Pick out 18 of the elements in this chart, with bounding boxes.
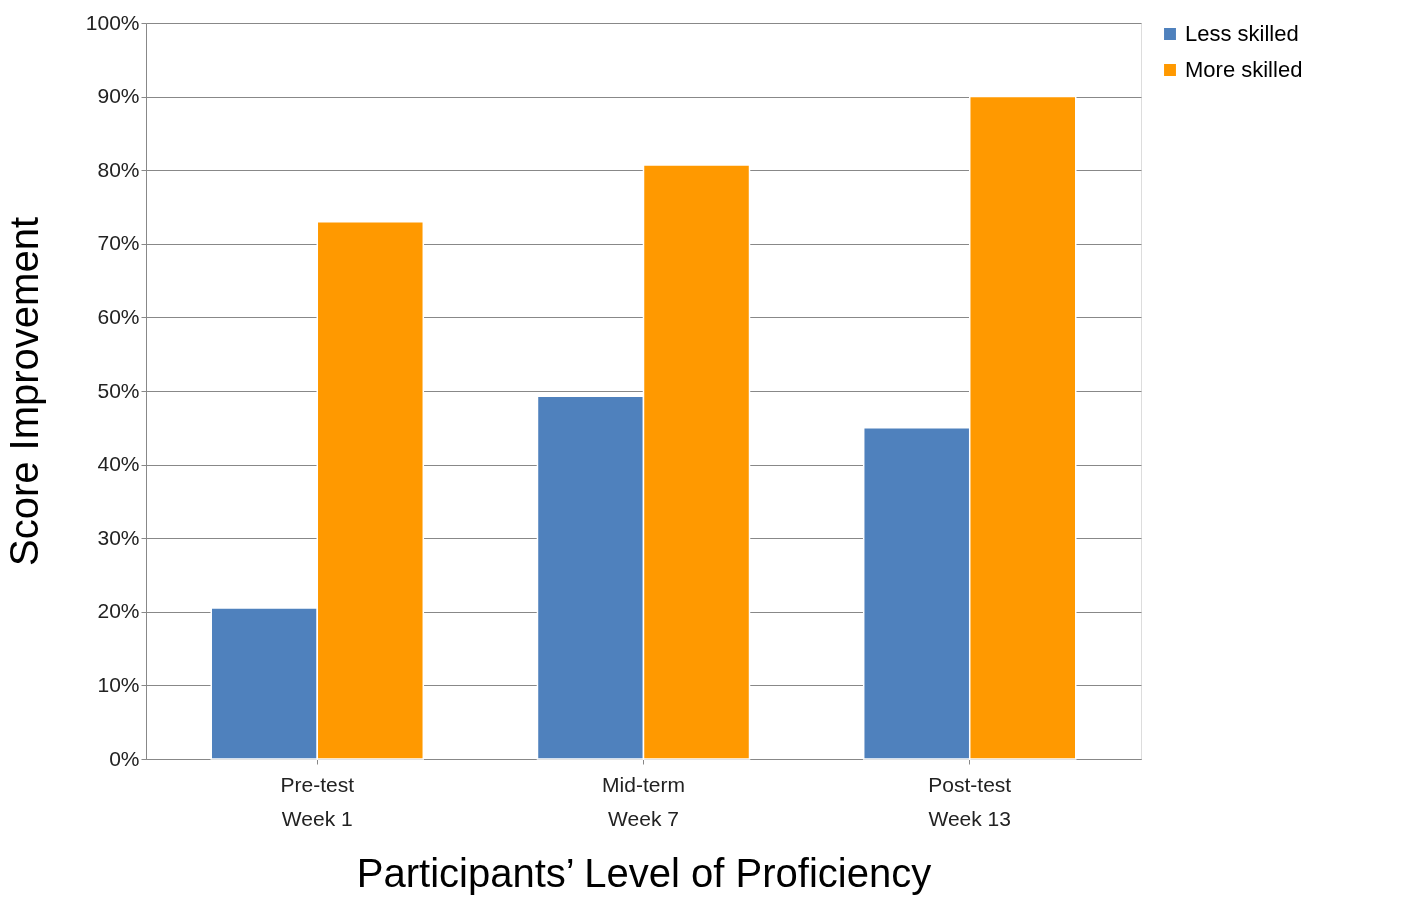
y-tick-label: 90%	[97, 84, 140, 108]
legend-label: More skilled	[1185, 57, 1303, 82]
x-tick-label: Pre-test Week 1	[280, 772, 355, 830]
y-tick-label: 80%	[97, 157, 140, 181]
y-tick-label: 60%	[97, 304, 140, 328]
y-tick-label: 40%	[97, 452, 140, 476]
y-tick-label: 30%	[97, 525, 140, 549]
y-tick-label: 100%	[85, 10, 140, 34]
y-axis-title: Score Improvement	[1, 216, 46, 567]
x-axis-title: Participants’ Level of Proficiency	[356, 850, 932, 895]
y-tick-label: 0%	[109, 746, 140, 770]
y-tick-label: 50%	[97, 378, 140, 402]
y-tick-label: 10%	[97, 672, 140, 696]
x-tick-label: Mid-term Week 7	[602, 772, 685, 830]
x-tick-label: Post-test Week 13	[928, 772, 1012, 830]
y-tick-label: 70%	[97, 231, 140, 255]
legend-label: Less skilled	[1185, 21, 1299, 46]
y-tick-label: 20%	[97, 599, 140, 623]
